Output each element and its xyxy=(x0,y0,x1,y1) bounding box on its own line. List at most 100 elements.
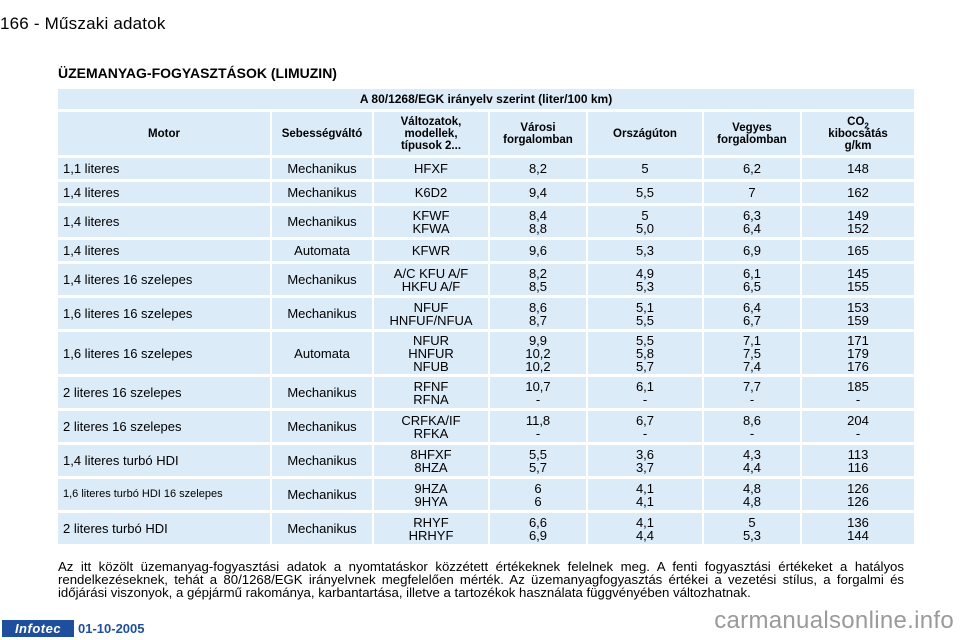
cell-highway: 5,1 5,5 xyxy=(588,298,702,329)
cell-co2: 126 126 xyxy=(802,479,915,510)
cell-co2: 204 - xyxy=(802,411,915,442)
cell-gearbox: Mechanikus xyxy=(272,206,372,237)
infotec-logo: Infotec xyxy=(2,620,74,637)
cell-city: 10,7 - xyxy=(490,377,586,408)
cell-city: 8,6 8,7 xyxy=(490,298,586,329)
co2-unit-label: kibocsátás g/km xyxy=(828,127,888,152)
cell-motor: 1,6 literes 16 szelepes xyxy=(58,298,270,329)
col-header-motor: Motor xyxy=(58,112,270,155)
table-row: 1,4 literes 16 szelepes Mechanikus A/C KFU… xyxy=(58,264,915,295)
cell-highway: 4,1 4,1 xyxy=(588,479,702,510)
cell-highway: 5,3 xyxy=(588,240,702,261)
cell-variants: 8HFXF 8HZA xyxy=(374,445,488,476)
section-title: ÜZEMANYAG-FOGYASZTÁSOK (LIMUZIN) xyxy=(58,65,337,81)
cell-variants: NFUR HNFUR NFUB xyxy=(374,332,488,374)
cell-gearbox: Mechanikus xyxy=(272,479,372,510)
cell-gearbox: Mechanikus xyxy=(272,513,372,544)
cell-mixed: 6,9 xyxy=(704,240,800,261)
cell-mixed: 6,3 6,4 xyxy=(704,206,800,237)
co2-subscript: 2 xyxy=(864,120,869,130)
cell-mixed: 7 xyxy=(704,182,800,203)
consumption-table: A 80/1268/EGK irányelv szerint (liter/10… xyxy=(56,86,916,547)
cell-motor: 1,4 literes turbó HDI xyxy=(58,445,270,476)
cell-mixed: 4,3 4,4 xyxy=(704,445,800,476)
cell-highway: 4,9 5,3 xyxy=(588,264,702,295)
table-row: 1,6 literes 16 szelepes Mechanikus NFUF HN… xyxy=(58,298,915,329)
cell-motor: 1,1 literes xyxy=(58,158,270,179)
cell-gearbox: Mechanikus xyxy=(272,158,372,179)
cell-co2: 113 116 xyxy=(802,445,915,476)
cell-city: 6 6 xyxy=(490,479,586,510)
cell-motor: 1,4 literes xyxy=(58,182,270,203)
cell-variants: KFWR xyxy=(374,240,488,261)
cell-motor: 2 literes 16 szelepes xyxy=(58,411,270,442)
cell-highway: 5,5 xyxy=(588,182,702,203)
cell-co2: 148 xyxy=(802,158,915,179)
cell-co2: 145 155 xyxy=(802,264,915,295)
cell-mixed: 6,2 xyxy=(704,158,800,179)
cell-city: 6,6 6,9 xyxy=(490,513,586,544)
table-row: 1,4 literes turbó HDI Mechanikus 8HFXF 8HZ… xyxy=(58,445,915,476)
table-row: 2 literes 16 szelepes Mechanikus RFNF RFNA… xyxy=(58,377,915,408)
cell-motor: 1,6 literes turbó HDI 16 szelepes xyxy=(58,479,270,510)
cell-variants: A/C KFU A/F HKFU A/F xyxy=(374,264,488,295)
cell-co2: 153 159 xyxy=(802,298,915,329)
cell-gearbox: Mechanikus xyxy=(272,182,372,203)
cell-co2: 162 xyxy=(802,182,915,203)
cell-city: 11,8 - xyxy=(490,411,586,442)
cell-variants: NFUF HNFUF/NFUA xyxy=(374,298,488,329)
cell-mixed: 5 5,3 xyxy=(704,513,800,544)
table-row: 1,6 literes 16 szelepes Automata NFUR HNFU… xyxy=(58,332,915,374)
cell-variants: KFWF KFWA xyxy=(374,206,488,237)
cell-mixed: 7,7 - xyxy=(704,377,800,408)
cell-gearbox: Mechanikus xyxy=(272,377,372,408)
col-header-highway: Országúton xyxy=(588,112,702,155)
cell-city: 5,5 5,7 xyxy=(490,445,586,476)
cell-gearbox: Mechanikus xyxy=(272,411,372,442)
footnote: Az itt közölt üzemanyag-fogyasztási adat… xyxy=(58,559,904,601)
cell-variants: 9HZA 9HYA xyxy=(374,479,488,510)
cell-gearbox: Mechanikus xyxy=(272,264,372,295)
cell-gearbox: Mechanikus xyxy=(272,298,372,329)
col-header-mixed: Vegyes forgalomban xyxy=(704,112,800,155)
cell-highway: 5 xyxy=(588,158,702,179)
cell-gearbox: Automata xyxy=(272,240,372,261)
table-row: 2 literes 16 szelepes Mechanikus CRFKA/IF … xyxy=(58,411,915,442)
cell-mixed: 8,6 - xyxy=(704,411,800,442)
cell-mixed: 7,1 7,5 7,4 xyxy=(704,332,800,374)
cell-highway: 3,6 3,7 xyxy=(588,445,702,476)
cell-co2: 185 - xyxy=(802,377,915,408)
col-header-co2: CO2 kibocsátás g/km xyxy=(802,112,915,155)
cell-city: 9,9 10,2 10,2 xyxy=(490,332,586,374)
cell-highway: 4,1 4,4 xyxy=(588,513,702,544)
cell-city: 9,4 xyxy=(490,182,586,203)
cell-co2: 171 179 176 xyxy=(802,332,915,374)
table-row: 1,1 literes Mechanikus HFXF 8,2 5 6,2 148 xyxy=(58,158,915,179)
table-row: 1,4 literes Mechanikus KFWF KFWA 8,4 8,8 5 5… xyxy=(58,206,915,237)
cell-city: 8,4 8,8 xyxy=(490,206,586,237)
cell-motor: 2 literes turbó HDI xyxy=(58,513,270,544)
cell-variants: RHYF HRHYF xyxy=(374,513,488,544)
cell-gearbox: Mechanikus xyxy=(272,445,372,476)
cell-city: 9,6 xyxy=(490,240,586,261)
cell-highway: 6,7 - xyxy=(588,411,702,442)
cell-motor: 1,4 literes xyxy=(58,240,270,261)
cell-variants: CRFKA/IF RFKA xyxy=(374,411,488,442)
table-row: 1,6 literes turbó HDI 16 szelepes Mechani… xyxy=(58,479,915,510)
co2-label: CO xyxy=(847,115,865,128)
cell-highway: 5,5 5,8 5,7 xyxy=(588,332,702,374)
col-header-city: Városi forgalomban xyxy=(490,112,586,155)
cell-co2: 165 xyxy=(802,240,915,261)
cell-highway: 6,1 - xyxy=(588,377,702,408)
footer-date: 01-10-2005 xyxy=(78,621,145,636)
cell-variants: HFXF xyxy=(374,158,488,179)
cell-mixed: 6,1 6,5 xyxy=(704,264,800,295)
cell-mixed: 6,4 6,7 xyxy=(704,298,800,329)
cell-city: 8,2 8,5 xyxy=(490,264,586,295)
cell-co2: 136 144 xyxy=(802,513,915,544)
cell-highway: 5 5,0 xyxy=(588,206,702,237)
col-header-variants: Változatok, modellek, típusok 2... xyxy=(374,112,488,155)
cell-motor: 1,4 literes 16 szelepes xyxy=(58,264,270,295)
cell-mixed: 4,8 4,8 xyxy=(704,479,800,510)
cell-motor: 1,6 literes 16 szelepes xyxy=(58,332,270,374)
